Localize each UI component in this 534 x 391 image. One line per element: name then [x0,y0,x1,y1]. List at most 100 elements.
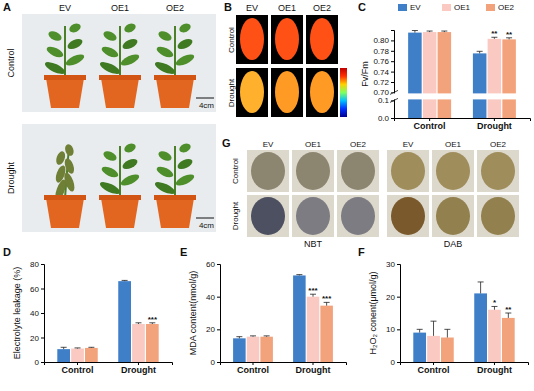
pot [156,198,194,228]
x-axis: ControlDrought [401,362,529,375]
leaf-image [296,152,330,190]
column-label: OE1 [278,3,296,13]
bar [146,324,159,362]
leaf-image [481,197,515,235]
image-cell [292,195,334,237]
leaf [119,52,141,68]
leaf-image [251,152,285,190]
bar [408,33,422,118]
error-cap [478,281,484,282]
significance: * [493,298,497,307]
column-label: OE2 [313,3,331,13]
y-tick-label: 0.78 [373,47,389,56]
y-axis-line [217,265,221,363]
axis-break-mark [390,98,398,102]
leaf-image [310,71,334,113]
error-bar [236,337,242,339]
leaf-image [275,71,299,113]
leaf [68,22,82,34]
photo-background [22,124,216,232]
y-tick: 30 [386,260,400,269]
bar [260,337,273,362]
legend-label: EV [410,3,421,12]
pot-rim [44,195,86,200]
bar [502,318,515,362]
y-tick-mark [217,264,220,265]
error-cap [135,322,141,323]
image-cell [271,68,303,117]
significance: ** [505,305,512,314]
y-tick: 40 [30,309,44,318]
plot-marks [408,31,516,118]
plot-marks [233,275,333,362]
significance: *** [322,294,332,303]
leaf [178,142,192,154]
leaf [176,37,194,51]
y-tick: 10 [386,325,400,334]
y-tick-label: 0.70 [373,88,389,97]
leaf [54,164,68,184]
leaf-image [481,152,515,190]
significance: ** [491,29,498,38]
leaf [157,149,173,162]
bar [57,349,70,362]
y-tick-label: 20 [386,293,395,302]
panel-letter: E [180,246,187,258]
scale-label: 4cm [199,101,214,110]
error-bar [478,282,484,293]
scale-label: 4cm [199,221,214,230]
leaf-image [436,197,470,235]
x-tick: Control [237,362,269,375]
y-tick: 0.80 [373,36,394,45]
error-bar [477,51,483,53]
error-cap [122,280,128,281]
row-label: Control [227,27,236,53]
plot-marks [413,282,514,362]
error-cap [296,274,302,275]
pot-rim [154,195,196,200]
image-cell [432,150,474,192]
leaf [47,29,63,42]
y-tick-label: 20 [206,325,215,334]
x-axis: ControlDrought [221,362,347,375]
leaf [155,165,175,180]
y-tick-label: 80 [30,260,39,269]
panel-b: BEVOE1OE2ControlDrought [224,1,347,117]
error-cap [477,51,483,52]
column-label: OE2 [350,140,367,149]
image-cell [271,15,303,64]
leaf-image [391,197,425,235]
y-axis: 0102030 [386,260,400,367]
y-tick-mark [391,72,394,73]
panel-letter: B [224,1,232,13]
photo-background [22,14,216,112]
image-cell [306,15,338,64]
bar [488,39,502,118]
bar [247,337,260,362]
image-cell [477,150,519,192]
y-axis-title: Electrolyte leakage (%) [12,267,22,360]
x-tick-label: Control [414,121,446,131]
pot-rim [99,195,141,200]
y-axis-title: MDA content(nmol/g) [188,271,198,356]
leaf [121,37,139,51]
y-tick-label: 0.1 [378,96,390,105]
bar [427,336,440,362]
panel-a: AEVOE1OE2Control4cmDrought4cm [3,1,216,232]
significance: *** [308,286,318,295]
y-tick-label: 0.0 [378,114,390,123]
pot [46,198,84,228]
pot [156,78,194,108]
x-tick-label: Control [237,365,269,375]
bar [132,324,145,362]
axis-break-mark [390,90,398,94]
error-bar [431,321,437,336]
y-axis-title: H₂O₂ conent(μmol/g) [368,271,378,354]
bar [474,293,487,362]
plant-photo [153,22,196,108]
error-cap [412,30,418,31]
bar [473,53,487,118]
leaf [153,180,176,197]
leaf [100,45,120,60]
panel-letter: C [358,1,366,13]
